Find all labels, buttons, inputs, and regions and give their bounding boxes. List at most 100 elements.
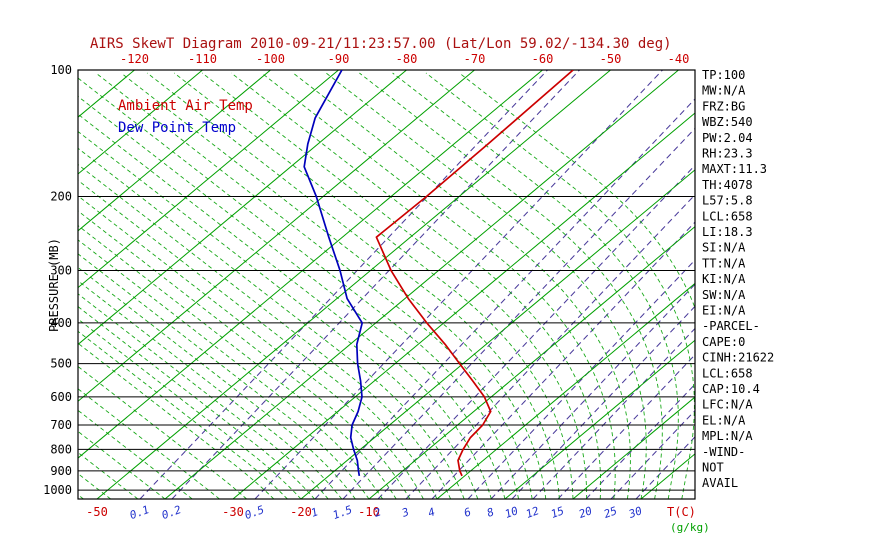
moist-adiabat-line xyxy=(78,451,139,499)
moist-adiabat-line xyxy=(78,494,84,499)
stats-line: -PARCEL- xyxy=(702,319,760,333)
mixing-ratio-tick-label: 12 xyxy=(524,504,541,521)
mixing-ratio-tick-label: 0.5 xyxy=(243,503,266,522)
stats-line: LCL:658 xyxy=(702,209,753,223)
moist-adiabat-line xyxy=(78,113,492,499)
pressure-tick-label: 300 xyxy=(50,263,72,277)
mixing-ratio-tick-label: 25 xyxy=(602,504,619,521)
top-temperature-tick-label: -60 xyxy=(532,52,554,66)
stats-panel: TP:100MW:N/AFRZ:BGWBZ:540PW:2.04RH:23.3M… xyxy=(702,68,774,490)
top-temperature-tick-label: -110 xyxy=(188,52,217,66)
mixing-ratio-tick-label: 4 xyxy=(426,505,437,519)
mixing-ratio-tick-label: 6 xyxy=(462,505,473,520)
moist-adiabat-line xyxy=(78,409,193,499)
mixing-ratio-tick-label: 2 xyxy=(372,505,383,520)
moist-adiabat-line xyxy=(292,72,631,499)
isotherm-line xyxy=(78,70,203,175)
isotherm-line xyxy=(78,70,135,118)
top-temperature-tick-label: -120 xyxy=(120,52,149,66)
stats-line: FRZ:BG xyxy=(702,99,745,113)
pressure-tick-label: 1000 xyxy=(43,483,72,497)
bottom-temperature-tick-label: -30 xyxy=(222,505,244,519)
moist-adiabat-lines xyxy=(78,72,695,499)
mixing-ratio-tick-labels: 0.1 0.2 0.5 1 1.5 2 3 4 6 8 10 12 15 20 25 30 xyxy=(128,503,644,522)
mixing-ratio-line xyxy=(405,194,695,499)
moist-adiabat-line xyxy=(78,388,220,499)
bottom-temperature-tick-label: -20 xyxy=(290,505,312,519)
moist-adiabat-line xyxy=(78,147,465,499)
stats-line: LCL:658 xyxy=(702,366,753,380)
moist-adiabat-line xyxy=(78,239,383,499)
mixing-ratio-tick-label: 3 xyxy=(399,505,411,520)
moist-adiabat-line xyxy=(120,72,547,499)
plot-frame xyxy=(77,69,696,500)
mixing-ratio-tick-label: 15 xyxy=(549,504,566,521)
isotherm-lines xyxy=(78,70,695,499)
stats-line: L57:5.8 xyxy=(702,194,753,208)
legend-ambient-air-temp: Ambient Air Temp xyxy=(118,98,253,114)
pressure-tick-label: 400 xyxy=(50,316,72,330)
stats-line: EL:N/A xyxy=(702,413,746,427)
top-temperature-tick-label: -50 xyxy=(600,52,622,66)
stats-line: MPL:N/A xyxy=(702,429,753,443)
stats-line: NOT xyxy=(702,461,724,475)
moist-adiabat-line xyxy=(78,253,370,499)
isotherm-line xyxy=(164,70,679,499)
bottom-temperature-tick-labels: -50 -30 -20 -10 xyxy=(86,505,380,519)
mixing-ratio-line xyxy=(490,283,695,499)
isotherm-line xyxy=(504,339,695,499)
bottom-temperature-tick-label: -10 xyxy=(358,505,380,519)
mixing-ratio-tick-label: 20 xyxy=(577,504,594,521)
top-temperature-tick-label: -80 xyxy=(396,52,418,66)
stats-line: MAXT:11.3 xyxy=(702,162,767,176)
isotherm-line xyxy=(78,70,543,459)
stats-line: TP:100 xyxy=(702,68,745,82)
mixing-ratio-tick-label: 1.5 xyxy=(331,503,354,522)
moist-adiabat-line xyxy=(78,77,520,499)
isotherm-line xyxy=(232,112,695,499)
isotherm-line xyxy=(640,453,695,499)
moist-adiabat-line xyxy=(78,225,397,499)
moist-adiabat-line xyxy=(78,130,479,499)
stats-line: AVAIL xyxy=(702,476,738,490)
isotherm-line xyxy=(368,226,695,499)
moist-adiabat-line xyxy=(78,430,166,499)
mixing-ratio-tick-label: 30 xyxy=(626,504,644,521)
moist-adiabat-line xyxy=(359,72,663,499)
mixing-ratio-tick-label: 8 xyxy=(485,505,496,520)
profile-curves xyxy=(303,70,574,477)
stats-line: SI:N/A xyxy=(702,241,746,255)
stats-line: SW:N/A xyxy=(702,288,746,302)
isotherm-line xyxy=(436,282,695,499)
temperature-curve xyxy=(375,70,574,477)
top-temperature-tick-label: -70 xyxy=(464,52,486,66)
moist-adiabat-line xyxy=(425,72,695,499)
top-temperature-tick-label: -90 xyxy=(328,52,350,66)
moist-adiabat-line xyxy=(78,293,329,499)
mixing-ratio-line xyxy=(431,221,695,499)
bottom-temperature-tick-label: -50 xyxy=(86,505,108,519)
moist-adiabat-line xyxy=(95,72,533,499)
pressure-tick-label: 600 xyxy=(50,390,72,404)
mixing-unit-label: (g/kg) xyxy=(670,521,710,534)
pressure-tick-labels: 100 200 300 400 500 600 700 800 900 1000 xyxy=(43,63,72,497)
moist-adiabat-line xyxy=(459,72,695,499)
mixing-ratio-tick-label: 1 xyxy=(309,505,320,519)
isotherm-line xyxy=(78,70,339,289)
stats-line: LI:18.3 xyxy=(702,225,753,239)
moist-adiabat-line xyxy=(325,72,647,499)
moist-adiabat-line xyxy=(201,72,588,499)
mixing-ratio-line xyxy=(171,70,580,499)
moist-adiabat-line xyxy=(78,179,438,499)
stats-line: LFC:N/A xyxy=(702,398,753,412)
isotherm-line xyxy=(572,396,695,499)
mixing-ratio-line xyxy=(511,305,695,499)
stats-line: EI:N/A xyxy=(702,304,746,318)
stats-line: CINH:21622 xyxy=(702,351,774,365)
moist-adiabat-line xyxy=(78,195,424,499)
pressure-tick-label: 100 xyxy=(50,63,72,77)
mixing-ratio-tick-label: 0.1 xyxy=(128,503,151,522)
moist-adiabat-line xyxy=(78,163,452,499)
